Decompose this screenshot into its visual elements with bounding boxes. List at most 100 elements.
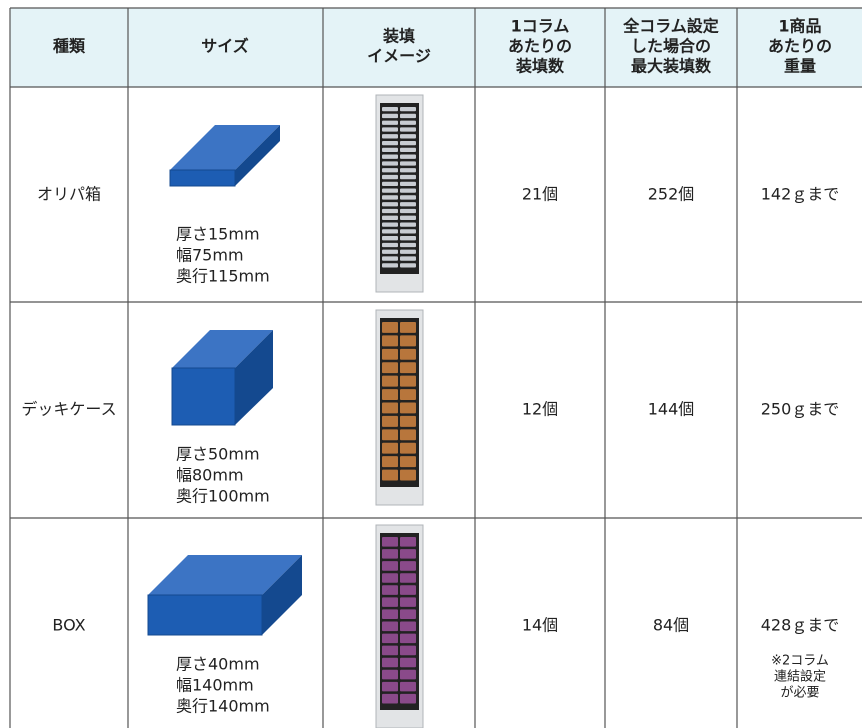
machine-item: [400, 208, 416, 214]
machine-item: [382, 147, 398, 153]
machine-item: [382, 181, 398, 186]
size-line: 厚さ50mm: [176, 445, 260, 464]
machine-item: [382, 362, 398, 374]
machine-item: [382, 469, 398, 481]
machine-item: [400, 415, 416, 427]
machine-item: [382, 174, 398, 180]
machine-item: [400, 236, 416, 241]
machine-item: [400, 389, 416, 400]
machine-item: [382, 335, 398, 347]
machine-item: [382, 154, 398, 159]
machine-item: [382, 537, 398, 547]
machine-item: [382, 657, 398, 668]
machine-item: [400, 633, 416, 644]
machine-item: [400, 256, 416, 261]
box-illustration: [171, 330, 273, 426]
size-line: 幅80mm: [176, 466, 244, 485]
machine-item: [400, 442, 416, 454]
type-cell: BOX: [52, 616, 85, 635]
machine-item: [382, 456, 398, 468]
header-cell: 装填: [382, 27, 415, 46]
machine-item: [400, 202, 416, 207]
machine-item: [400, 402, 416, 414]
machine-item: [382, 120, 398, 125]
machine-images: [375, 94, 424, 728]
per-column-cell: 21個: [522, 185, 558, 204]
header-cell: 全コラム設定: [622, 17, 719, 36]
machine-item: [382, 561, 398, 571]
machine-item: [382, 621, 398, 632]
machine-item: [382, 693, 398, 704]
header-cell: 種類: [53, 37, 86, 56]
header-cell: あたりの: [768, 37, 832, 56]
machine-item: [400, 113, 416, 119]
machine-item: [400, 229, 416, 234]
machine-item: [382, 208, 398, 214]
size-line: 幅75mm: [176, 246, 244, 265]
machine-item: [382, 442, 398, 454]
header-cell: 最大装填数: [631, 57, 712, 76]
machine-item: [400, 181, 416, 186]
machine-item: [382, 415, 398, 427]
machine-item: [400, 322, 416, 333]
machine-item: [400, 242, 416, 248]
machine-item: [400, 120, 416, 125]
machine-item: [382, 113, 398, 119]
machine-item: [400, 669, 416, 680]
machine-item: [382, 188, 398, 193]
max-total-cell: 84個: [653, 616, 689, 635]
machine-item: [382, 585, 398, 595]
header-background: [10, 8, 862, 87]
weight-cell: 142ｇまで: [761, 185, 840, 204]
size-line: 奥行115mm: [176, 267, 270, 286]
machine-item: [382, 549, 398, 559]
machine-item: [400, 348, 416, 360]
machine-item: [382, 389, 398, 400]
machine-item: [382, 127, 398, 132]
machine-item: [400, 249, 416, 254]
machine-item: [382, 348, 398, 360]
machine-item: [400, 154, 416, 159]
header-cell: 1商品: [778, 17, 821, 36]
machine-item: [400, 456, 416, 468]
size-line: 奥行100mm: [176, 487, 270, 506]
machine-item: [382, 645, 398, 656]
machine-item: [400, 561, 416, 571]
machine-item: [400, 693, 416, 704]
header-cell: イメージ: [367, 47, 431, 66]
machine-item: [382, 168, 398, 173]
machine-item: [382, 236, 398, 241]
machine-item: [400, 127, 416, 132]
machine-item: [382, 322, 398, 333]
machine-item: [400, 174, 416, 180]
machine-item: [382, 402, 398, 414]
weight-cell: 428ｇまで: [761, 616, 840, 635]
machine-item: [382, 249, 398, 254]
size-line: 幅140mm: [176, 676, 254, 695]
machine-item: [400, 362, 416, 374]
machine-item: [400, 215, 416, 220]
machine-item: [400, 621, 416, 632]
machine-item: [400, 161, 416, 166]
type-cell: デッキケース: [21, 400, 116, 419]
table-grid: [9, 7, 862, 728]
machine-item: [400, 375, 416, 387]
machine-item: [382, 215, 398, 220]
machine-item: [382, 573, 398, 583]
machine-item: [382, 633, 398, 644]
machine-item: [400, 645, 416, 656]
machine-item: [382, 140, 398, 146]
machine-item: [382, 229, 398, 234]
box-illustration: [147, 555, 302, 636]
note-line: 連結設定: [774, 669, 826, 685]
machine-item: [382, 195, 398, 200]
machine-item: [382, 107, 398, 112]
machine-item: [382, 609, 398, 619]
header-cell: した場合の: [631, 37, 711, 56]
machine-item: [400, 681, 416, 692]
machine-item: [400, 147, 416, 153]
machine-item: [382, 681, 398, 692]
machine-item: [400, 537, 416, 547]
machine-item: [382, 222, 398, 227]
